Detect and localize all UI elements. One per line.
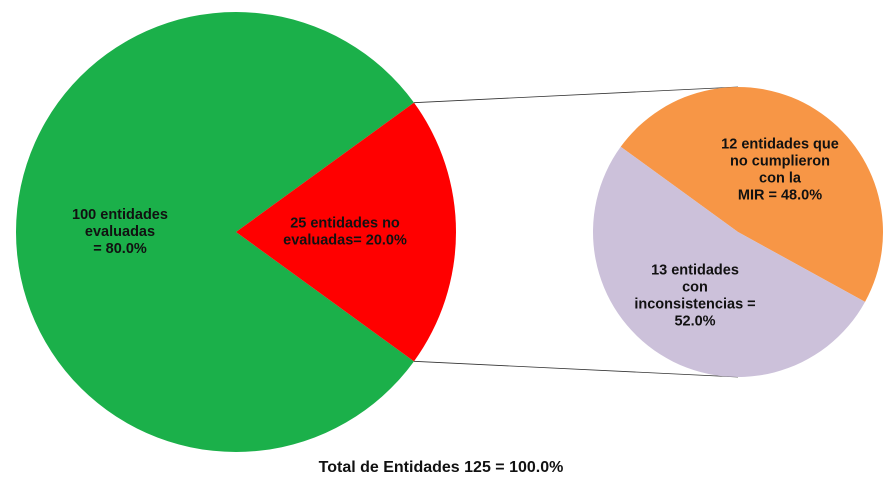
data-label: 100 entidades evaluadas = 80.0% — [72, 207, 168, 257]
connector-line — [413, 360, 739, 378]
pie-slice — [620, 87, 883, 302]
pie-slice — [593, 146, 866, 377]
data-label: 25 entidades no evaluadas= 20.0% — [283, 215, 407, 248]
data-label: 13 entidades con inconsistencias = 52.0% — [634, 262, 755, 329]
connector-line — [413, 86, 739, 104]
data-label: 12 entidades que no cumplieron con la MIR =… — [721, 136, 839, 203]
pie-slice — [15, 11, 414, 452]
chart-title: Total de Entidades 125 = 100.0% — [319, 459, 564, 476]
pie-slice — [236, 102, 456, 362]
